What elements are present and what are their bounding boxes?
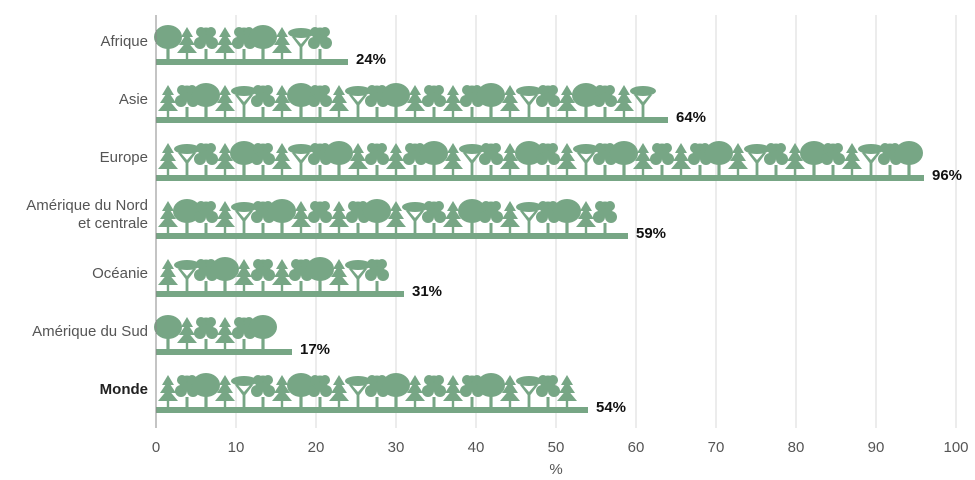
bar [156, 199, 628, 239]
category-labels: Afrique Asie Europe Amérique du Nord et cent… [26, 33, 148, 398]
value-label: 24% [356, 51, 386, 68]
value-label: 59% [636, 225, 666, 242]
x-tick-label: 80 [788, 439, 805, 456]
x-tick-label: 100 [943, 439, 968, 456]
x-tick-label: 20 [308, 439, 325, 456]
bar [156, 373, 588, 413]
value-label: 31% [412, 283, 442, 300]
bar [154, 315, 292, 355]
value-label: 96% [932, 167, 962, 184]
category-label: Monde [100, 381, 148, 398]
category-label: Amérique du Nord et centrale [26, 197, 148, 232]
bar [156, 257, 404, 297]
value-label: 54% [596, 399, 626, 416]
category-label: Europe [100, 149, 148, 166]
category-label: Océanie [92, 265, 148, 282]
x-tick-label: 10 [228, 439, 245, 456]
category-label: Afrique [100, 33, 148, 50]
bars [154, 25, 924, 413]
x-tick-label: 30 [388, 439, 405, 456]
x-axis-label: % [549, 461, 562, 478]
bar [154, 25, 348, 65]
x-tick-labels: 0 10 20 30 40 50 60 70 80 90 100 [152, 439, 969, 456]
value-label: 17% [300, 341, 330, 358]
value-label: 64% [676, 109, 706, 126]
x-tick-label: 40 [468, 439, 485, 456]
bar [156, 141, 924, 181]
x-tick-label: 50 [548, 439, 565, 456]
bar [156, 83, 668, 123]
x-tick-label: 90 [868, 439, 885, 456]
value-labels: 24% 64% 96% 59% 31% 17% 54% [300, 51, 962, 416]
x-tick-label: 0 [152, 439, 160, 456]
category-label: Asie [119, 91, 148, 108]
x-tick-label: 60 [628, 439, 645, 456]
x-tick-label: 70 [708, 439, 725, 456]
category-label: Amérique du Sud [32, 323, 148, 340]
